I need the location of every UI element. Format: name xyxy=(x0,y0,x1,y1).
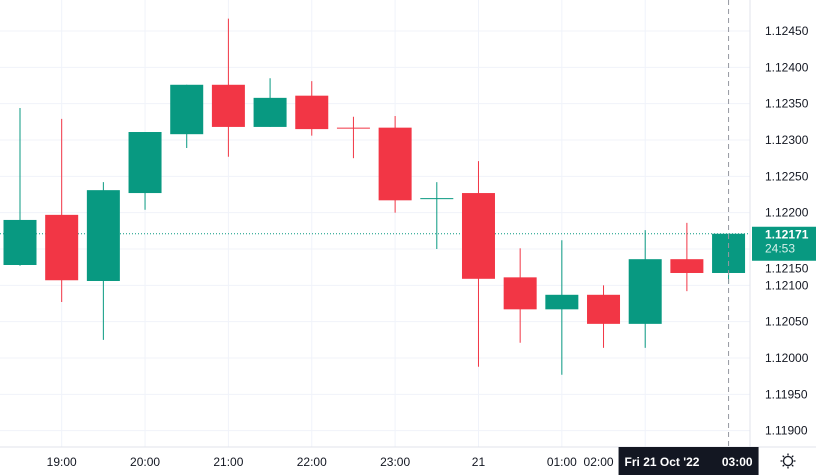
y-tick-label: 1.12150 xyxy=(765,262,809,276)
price-axis[interactable]: 1.12450 1.12400 1.12350 1.12300 1.12250 1.122… xyxy=(765,24,809,438)
candle[interactable] xyxy=(336,116,370,159)
candle[interactable] xyxy=(170,84,204,148)
y-tick-label: 1.12350 xyxy=(765,97,809,111)
x-tick-label: 02:00 xyxy=(584,455,614,469)
y-tick-label: 1.12000 xyxy=(765,351,809,365)
candle[interactable] xyxy=(253,78,287,127)
y-tick-label: 1.12300 xyxy=(765,133,809,147)
candle[interactable] xyxy=(45,118,79,303)
candle[interactable] xyxy=(461,161,495,367)
candle[interactable] xyxy=(86,182,120,340)
x-tick-label: 22:00 xyxy=(297,455,327,469)
candle-body-down xyxy=(295,95,329,130)
candle[interactable] xyxy=(3,108,37,266)
candle-body-down xyxy=(670,259,704,273)
y-tick-label: 1.12450 xyxy=(765,24,809,38)
x-tick-label: 19:00 xyxy=(47,455,77,469)
candle-body-up xyxy=(170,84,204,135)
candle[interactable] xyxy=(420,182,454,250)
x-tick-label: 21 xyxy=(472,455,486,469)
gear-icon[interactable] xyxy=(780,453,796,469)
candle-body-up xyxy=(86,190,120,281)
candle[interactable] xyxy=(378,116,412,213)
last-price-label: 1.12171 24:53 xyxy=(752,226,816,261)
candle-body-up xyxy=(545,294,579,310)
candle-body-up xyxy=(253,97,287,127)
x-tick-label: 01:00 xyxy=(547,455,577,469)
candle[interactable] xyxy=(587,285,621,348)
candle-body-up xyxy=(628,259,662,324)
y-tick-label: 1.12050 xyxy=(765,315,809,329)
candles xyxy=(3,18,746,375)
countdown: 24:53 xyxy=(765,242,795,256)
candle-body-up xyxy=(128,132,162,194)
candle[interactable] xyxy=(545,240,579,375)
y-tick-label: 1.12400 xyxy=(765,60,809,74)
y-tick-label: 1.12200 xyxy=(765,206,809,220)
candle-body-down xyxy=(587,294,621,324)
candle-body-up xyxy=(420,198,454,200)
y-tick-label: 1.11950 xyxy=(765,387,808,401)
candle[interactable] xyxy=(503,248,537,343)
candle[interactable] xyxy=(712,233,746,284)
crosshair-date: Fri 21 Oct '22 xyxy=(625,455,700,469)
crosshair-time: 03:00 xyxy=(722,455,753,469)
candle[interactable] xyxy=(211,18,245,157)
candle[interactable] xyxy=(628,230,662,348)
last-price-value: 1.12171 xyxy=(765,228,809,242)
x-tick-label: 20:00 xyxy=(130,455,160,469)
candle[interactable] xyxy=(128,132,162,210)
candle-body-down xyxy=(461,193,495,279)
y-tick-label: 1.11900 xyxy=(765,424,808,438)
candle-body-up xyxy=(3,219,37,265)
x-tick-label: 23:00 xyxy=(380,455,410,469)
time-axis[interactable]: 19:00 20:00 21:00 22:00 23:00 21 01:00 02:00 xyxy=(47,455,614,469)
candle[interactable] xyxy=(295,81,329,136)
y-tick-label: 1.12100 xyxy=(765,278,809,292)
candle-body-down xyxy=(336,127,370,129)
candle-body-down xyxy=(378,127,412,201)
candle-body-down xyxy=(45,214,79,281)
candle-body-down xyxy=(503,277,537,310)
candle-body-down xyxy=(211,84,245,127)
candle[interactable] xyxy=(670,222,704,292)
y-tick-label: 1.12250 xyxy=(765,169,809,183)
crosshair-time-label: Fri 21 Oct '22 03:00 xyxy=(618,447,759,475)
x-tick-label: 21:00 xyxy=(213,455,243,469)
